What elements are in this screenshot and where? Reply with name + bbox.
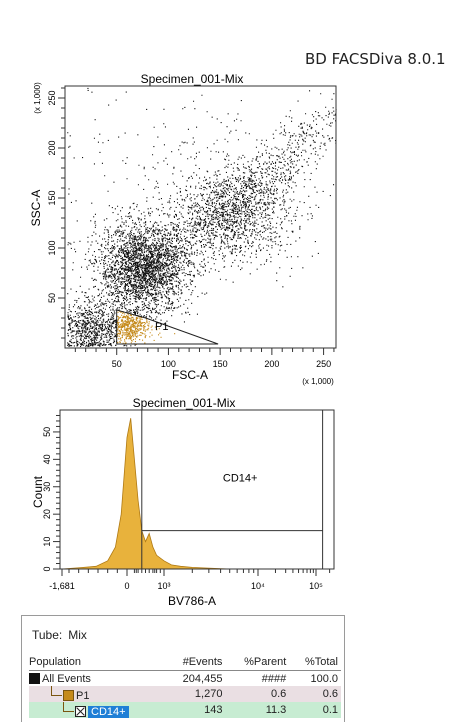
histogram-x-tick-label: 10³ <box>157 581 170 591</box>
population-cell: CD14+ <box>29 702 165 718</box>
parent-cell: 11.3 <box>225 702 290 718</box>
scatter-x-label: FSC-A <box>172 368 208 382</box>
column-header-parent: %Parent <box>225 655 290 671</box>
column-header-total: %Total <box>289 655 341 671</box>
histogram-x-tick-label: -1,681 <box>49 581 75 591</box>
scatter-events-ungated <box>67 87 337 348</box>
histogram-y-tick-label: 30 <box>42 482 52 492</box>
column-header-events: #Events <box>164 655 226 671</box>
table-header-row: Population #Events %Parent %Total <box>29 655 341 671</box>
gate-cd14-interval[interactable] <box>141 410 324 569</box>
no-color-swatch-icon <box>75 706 86 717</box>
histogram-x-tick-label: 10⁵ <box>309 581 323 591</box>
scatter-points <box>67 87 337 348</box>
scatter-x-tick-label: 200 <box>264 359 279 369</box>
table-row[interactable]: All Events 204,455 #### 100.0 <box>29 670 341 686</box>
parent-cell: 0.6 <box>225 686 290 702</box>
histogram-y-tick-label: 40 <box>42 454 52 464</box>
scatter-frame <box>64 85 337 349</box>
histogram-x-tick-label: 10⁴ <box>251 581 265 591</box>
histogram-y-tick-label: 50 <box>42 427 52 437</box>
histogram-axes: -1,681 0 10³ 10⁴ 10⁵ 0 10 20 30 40 50 <box>42 414 331 591</box>
statistics-panel: Tube: Mix Population #Events %Parent %Tot… <box>21 615 345 722</box>
scatter-y-tick-label: 100 <box>47 240 57 255</box>
events-cell: 204,455 <box>164 670 226 686</box>
events-cell: 1,270 <box>164 686 226 702</box>
scatter-y-tick-label: 200 <box>47 140 57 155</box>
gate-cd14-label: CD14+ <box>223 472 258 484</box>
histogram-area <box>61 418 230 570</box>
scatter-x-tick-label: 150 <box>213 359 228 369</box>
population-cell: P1 <box>29 686 165 702</box>
tree-connector-icon <box>63 702 74 712</box>
color-swatch-icon <box>63 690 74 701</box>
tube-label: Tube: <box>32 628 63 642</box>
population-cell: All Events <box>29 670 165 686</box>
table-row[interactable]: CD14+ 143 11.3 0.1 <box>29 702 341 718</box>
histogram-y-tick-label: 10 <box>42 537 52 547</box>
scatter-title: Specimen_001-Mix <box>141 72 244 86</box>
table-row[interactable]: P1 1,270 0.6 0.6 <box>29 686 341 702</box>
histogram-plot: Specimen_001-Mix -1,681 0 10³ 10⁴ 10⁵ 0 10 20 30… <box>31 396 335 608</box>
scatter-y-tick-label: 250 <box>47 90 57 105</box>
population-name: CD14+ <box>88 706 129 718</box>
total-cell: 100.0 <box>289 670 341 686</box>
histogram-y-tick-label: 0 <box>42 566 52 571</box>
events-cell: 143 <box>164 702 226 718</box>
population-name: All Events <box>42 672 91 685</box>
gate-p1-label: P1 <box>155 321 168 333</box>
scatter-y-scale-note: (x 1,000) <box>33 82 42 114</box>
histogram-x-label: BV786-A <box>168 594 216 608</box>
population-table: Population #Events %Parent %Total All Ev… <box>29 655 341 718</box>
histogram-x-tick-label: 0 <box>124 581 129 591</box>
histogram-frame <box>59 409 335 570</box>
scatter-y-tick-label: 50 <box>47 293 57 303</box>
scatter-x-tick-label: 50 <box>112 359 122 369</box>
parent-cell: #### <box>225 670 290 686</box>
scatter-events-p1 <box>116 310 176 345</box>
scatter-x-scale-note: (x 1,000) <box>302 377 334 386</box>
total-cell: 0.1 <box>289 702 341 718</box>
tree-connector-icon <box>51 686 62 696</box>
tube-name: Mix <box>68 628 87 642</box>
histogram-y-label: Count <box>31 475 45 508</box>
scatter-axes: 50 100 150 200 250 50 100 150 200 250 <box>47 87 335 369</box>
gate-p1-polygon[interactable] <box>116 309 219 345</box>
histogram-y-tick-label: 20 <box>42 509 52 519</box>
histogram-title: Specimen_001-Mix <box>133 396 236 410</box>
population-name: P1 <box>76 690 90 702</box>
scatter-y-label: SSC-A <box>29 190 43 227</box>
column-header-population: Population <box>29 655 165 671</box>
app-title: BD FACSDiva 8.0.1 <box>305 50 446 68</box>
total-cell: 0.6 <box>289 686 341 702</box>
color-swatch-icon <box>29 672 40 684</box>
scatter-x-tick-label: 250 <box>316 359 331 369</box>
scatter-x-tick-label: 100 <box>161 359 176 369</box>
tube-info: Tube: Mix <box>32 628 87 642</box>
scatter-y-tick-label: 150 <box>47 190 57 205</box>
scatter-plot: Specimen_001-Mix 50 100 150 200 250 50 100 150 2… <box>29 72 337 386</box>
